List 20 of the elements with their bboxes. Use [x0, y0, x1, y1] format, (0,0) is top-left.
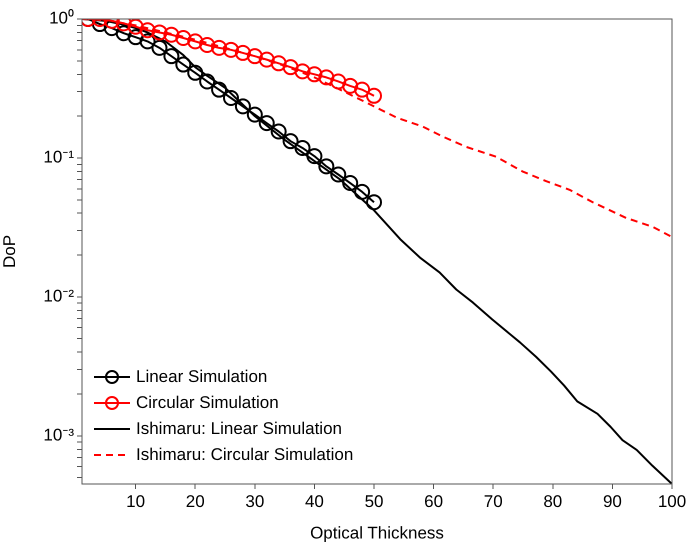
x-tick-label: 20 — [186, 492, 205, 511]
legend-label: Ishimaru: Linear Simulation — [136, 419, 342, 439]
x-tick-label: 90 — [602, 492, 622, 511]
legend-label: Ishimaru: Circular Simulation — [136, 445, 354, 465]
y-tick-label: 10⁻² — [43, 286, 74, 306]
legend-label: Circular Simulation — [136, 393, 279, 413]
y-axis-title: DoP — [0, 234, 19, 268]
y-tick-label: 10⁻³ — [43, 426, 74, 445]
x-tick-label: 60 — [424, 492, 444, 511]
x-tick-label: 100 — [658, 492, 686, 511]
legend-label: Linear Simulation — [136, 367, 268, 387]
y-tick-label: 10⁰ — [49, 8, 74, 28]
x-tick-label: 50 — [364, 492, 384, 511]
x-tick-label: 80 — [543, 492, 562, 511]
x-tick-label: 10 — [126, 492, 146, 511]
y-tick-label: 10⁻¹ — [43, 148, 74, 167]
x-tick-label: 70 — [484, 492, 503, 511]
x-tick-label: 30 — [245, 492, 264, 511]
x-axis-title: Optical Thickness — [310, 523, 444, 542]
x-tick-label: 40 — [304, 492, 324, 511]
